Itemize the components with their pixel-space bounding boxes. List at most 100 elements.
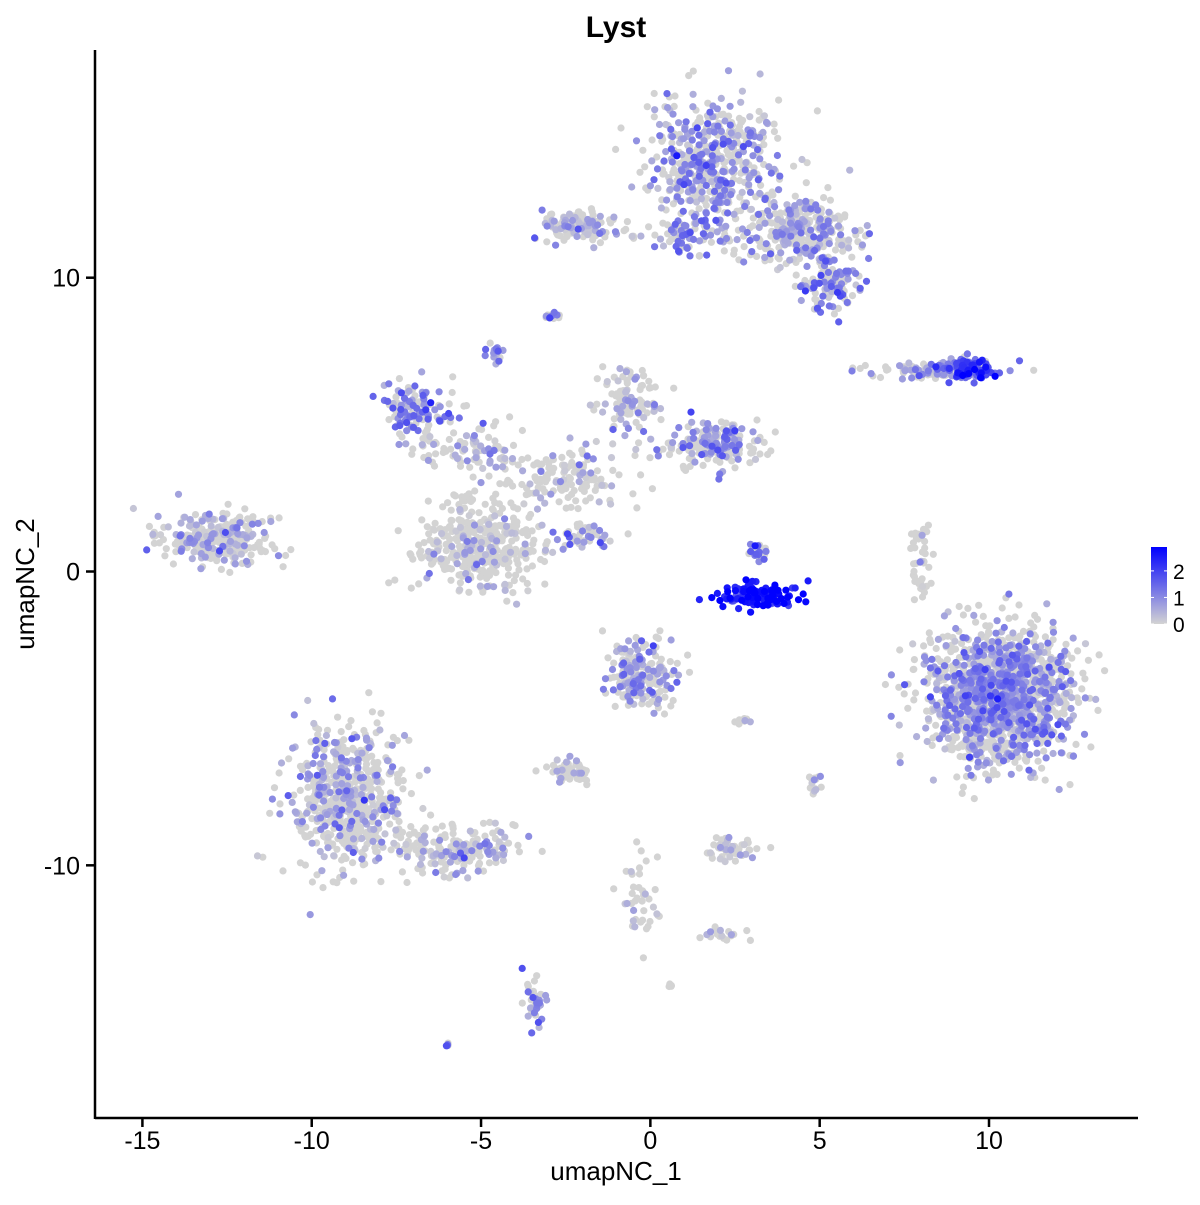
data-point <box>447 576 455 584</box>
data-point <box>526 480 534 488</box>
data-point <box>533 505 542 513</box>
data-point <box>662 148 670 156</box>
data-point <box>627 868 635 876</box>
data-point <box>400 731 409 740</box>
data-point <box>835 222 843 230</box>
data-point <box>459 867 467 875</box>
data-point <box>1047 655 1055 663</box>
data-point <box>531 473 539 481</box>
data-point <box>381 830 389 838</box>
data-point <box>655 120 664 129</box>
data-point <box>431 860 439 868</box>
data-point <box>704 420 712 428</box>
data-point <box>231 554 239 562</box>
data-point <box>493 537 501 545</box>
data-point <box>702 209 710 217</box>
data-point <box>436 845 444 853</box>
data-point <box>301 832 309 840</box>
data-point <box>932 644 940 653</box>
data-point <box>632 663 640 672</box>
data-point <box>394 779 402 787</box>
data-point <box>675 424 683 432</box>
data-point <box>474 862 483 870</box>
data-point <box>1016 741 1024 749</box>
data-point <box>285 755 293 763</box>
data-point <box>1081 640 1090 648</box>
data-point <box>845 244 853 252</box>
data-point <box>177 519 185 527</box>
data-point <box>586 401 594 409</box>
data-point <box>275 514 283 522</box>
data-point <box>364 753 372 761</box>
data-point <box>621 432 629 440</box>
data-point <box>501 833 509 841</box>
data-point <box>513 600 521 608</box>
data-point <box>397 834 405 842</box>
data-point <box>423 523 431 531</box>
data-point <box>1033 749 1041 757</box>
data-point <box>756 189 764 197</box>
data-point <box>530 1009 539 1017</box>
data-point <box>415 580 423 588</box>
data-point <box>722 234 731 243</box>
data-point <box>610 213 618 221</box>
data-point <box>673 659 681 667</box>
data-point <box>591 486 599 494</box>
data-point <box>370 825 378 834</box>
data-point <box>907 544 915 553</box>
data-point <box>276 800 284 808</box>
data-point <box>816 772 825 781</box>
data-point <box>839 247 847 255</box>
data-point <box>646 917 654 926</box>
data-point <box>391 576 399 584</box>
data-point <box>1062 689 1070 698</box>
data-point <box>1081 694 1089 702</box>
data-point <box>390 839 398 847</box>
data-point <box>479 819 488 827</box>
data-point <box>572 757 581 765</box>
data-point <box>636 168 644 176</box>
data-point <box>706 928 715 936</box>
data-point <box>653 910 661 918</box>
data-point <box>716 458 724 466</box>
data-point <box>984 776 993 784</box>
data-point <box>626 410 634 418</box>
data-point <box>646 680 654 689</box>
data-point <box>572 497 580 505</box>
data-point <box>630 906 638 915</box>
data-point <box>477 518 485 526</box>
data-point <box>396 430 404 438</box>
data-point <box>441 565 449 574</box>
data-point <box>345 723 353 731</box>
data-point <box>332 794 340 802</box>
data-point <box>449 822 457 830</box>
data-point <box>595 498 603 506</box>
data-point <box>649 667 658 675</box>
data-point <box>304 696 312 705</box>
data-point <box>1069 634 1077 642</box>
data-point <box>485 520 493 529</box>
data-point <box>1055 785 1063 794</box>
data-point <box>362 734 371 742</box>
data-point <box>319 768 327 776</box>
data-point <box>603 378 611 386</box>
data-point <box>558 453 566 461</box>
data-point <box>186 516 194 524</box>
data-point <box>402 440 410 448</box>
data-point <box>755 107 763 116</box>
data-point <box>326 788 334 797</box>
data-point <box>419 826 427 834</box>
data-point <box>387 846 395 854</box>
data-point <box>336 768 344 776</box>
data-point <box>1035 648 1043 656</box>
data-point <box>424 497 432 505</box>
data-point <box>762 240 770 248</box>
data-point <box>775 186 783 194</box>
data-point <box>654 452 662 460</box>
data-point <box>509 821 517 829</box>
data-point <box>696 934 704 942</box>
data-point <box>923 707 931 715</box>
data-point <box>845 236 853 244</box>
data-point <box>575 208 583 216</box>
data-point <box>651 106 659 114</box>
